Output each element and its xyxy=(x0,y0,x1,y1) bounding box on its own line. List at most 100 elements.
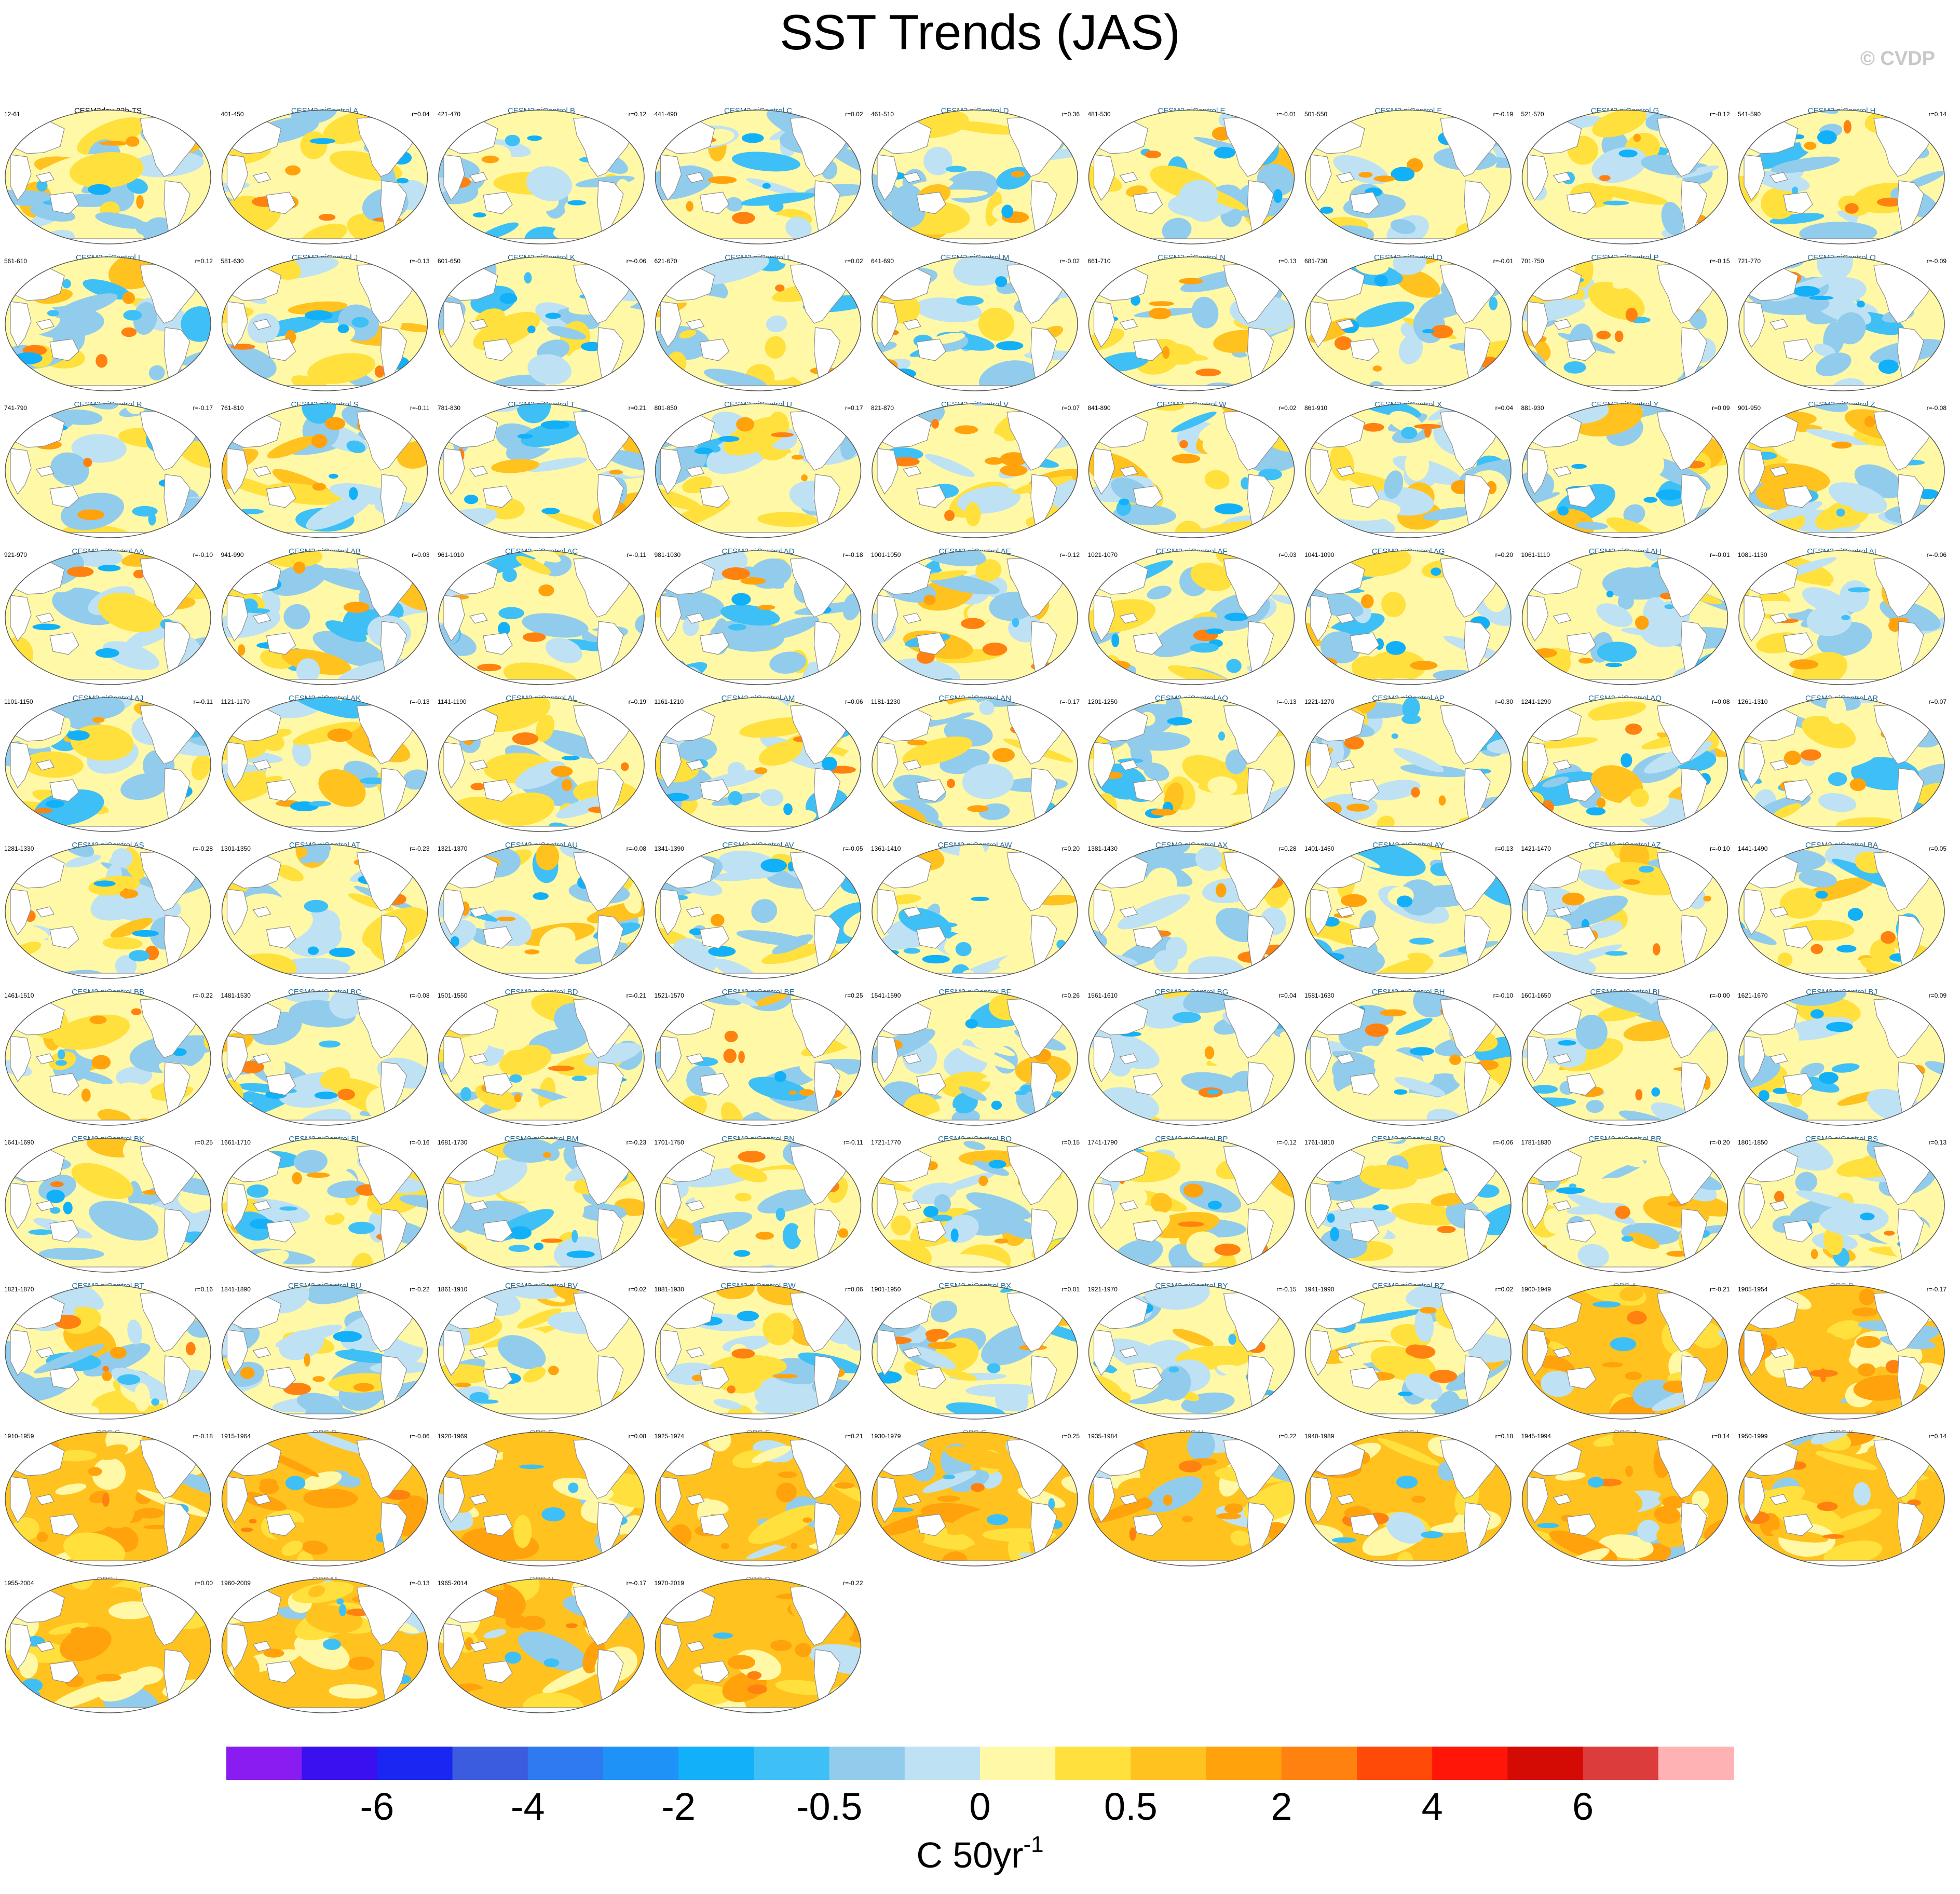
panel-years: 1920-1969 xyxy=(438,1433,468,1440)
panel-years: 501-550 xyxy=(1304,111,1327,118)
panel-years: 1141-1190 xyxy=(438,698,467,705)
panel-years: 761-810 xyxy=(221,404,244,412)
panel-pattern-correlation: r=-0.15 xyxy=(1710,257,1730,265)
panel-pattern-correlation: r=0.18 xyxy=(1495,1433,1514,1440)
panel-pattern-correlation: r=-0.19 xyxy=(1493,111,1514,118)
colorbar-swatch xyxy=(678,1747,754,1780)
colorbar-swatch xyxy=(1281,1747,1357,1780)
colorbar-swatch xyxy=(1357,1747,1433,1780)
panel-pattern-correlation: r=-0.21 xyxy=(1710,1286,1730,1293)
panel-years: 1721-1770 xyxy=(871,1139,901,1146)
panel-years: 12-61 xyxy=(4,111,20,118)
colorbar-swatch xyxy=(302,1747,377,1780)
panel-years: 1901-1950 xyxy=(871,1286,901,1293)
colorbar-swatch xyxy=(904,1747,981,1780)
colorbar-swatch xyxy=(226,1747,302,1780)
panel-pattern-correlation: r=0.25 xyxy=(195,1139,213,1146)
panel-pattern-correlation: r=0.08 xyxy=(1712,698,1730,705)
panel-pattern-correlation: r=0.01 xyxy=(1062,1286,1080,1293)
panel-pattern-correlation: r=-0.15 xyxy=(1276,1286,1297,1293)
panel-years: 1001-1050 xyxy=(871,551,901,558)
panel-years: 701-750 xyxy=(1521,257,1544,265)
panel-pattern-correlation: r=-0.13 xyxy=(410,1579,430,1587)
panel-pattern-correlation: r=-0.00 xyxy=(1710,992,1730,999)
panel-years: 661-710 xyxy=(1088,257,1111,265)
panel-pattern-correlation: r=0.20 xyxy=(1495,551,1514,558)
panel-years: 1181-1230 xyxy=(871,698,901,705)
panel-years: 1945-1994 xyxy=(1521,1433,1551,1440)
panel-years: 1501-1550 xyxy=(438,992,468,999)
panel-years: 1915-1964 xyxy=(221,1433,251,1440)
panel-pattern-correlation: r=0.25 xyxy=(1062,1433,1080,1440)
panel-pattern-correlation: r=-0.08 xyxy=(410,992,430,999)
panel-years: 1101-1150 xyxy=(4,698,33,705)
panel-years: 1321-1370 xyxy=(438,845,468,852)
colorbar-swatch xyxy=(1206,1747,1282,1780)
panel-years: 1081-1130 xyxy=(1738,551,1767,558)
panel-pattern-correlation: r=-0.23 xyxy=(627,1139,647,1146)
panel-pattern-correlation: r=0.14 xyxy=(1929,111,1947,118)
panel-years: 1681-1730 xyxy=(438,1139,468,1146)
panel-years: 1821-1870 xyxy=(4,1286,34,1293)
colorbar-swatch xyxy=(829,1747,905,1780)
colorbar-tick-label: 4 xyxy=(1422,1785,1443,1828)
panel-pattern-correlation: r=0.28 xyxy=(1278,845,1297,852)
colorbar-tick-label: -6 xyxy=(360,1785,394,1828)
colorbar-swatch xyxy=(377,1747,453,1780)
panel-pattern-correlation: r=-0.12 xyxy=(1710,111,1730,118)
panel-pattern-correlation: r=0.21 xyxy=(845,1433,863,1440)
panel-years: 1601-1650 xyxy=(1521,992,1551,999)
panel-pattern-correlation: r=-0.16 xyxy=(410,1139,430,1146)
panel-pattern-correlation: r=-0.06 xyxy=(627,257,647,265)
panel-years: 1921-1970 xyxy=(1088,1286,1118,1293)
panel-pattern-correlation: r=-0.01 xyxy=(1276,111,1297,118)
panel-pattern-correlation: r=0.06 xyxy=(845,698,863,705)
panel-years: 1161-1210 xyxy=(655,698,684,705)
panel-pattern-correlation: r=0.09 xyxy=(1929,992,1947,999)
panel-years: 681-730 xyxy=(1304,257,1327,265)
panel-pattern-correlation: r=-0.28 xyxy=(193,845,213,852)
panel-pattern-correlation: r=-0.11 xyxy=(194,698,213,705)
colorbar-swatch xyxy=(527,1747,604,1780)
panel-pattern-correlation: r=-0.01 xyxy=(1493,257,1514,265)
panel-pattern-correlation: r=-0.11 xyxy=(843,1139,863,1146)
panel-pattern-correlation: r=0.00 xyxy=(195,1579,213,1587)
panel-years: 861-910 xyxy=(1304,404,1327,412)
panel-years: 1241-1290 xyxy=(1521,698,1551,705)
panel-pattern-correlation: r=-0.12 xyxy=(1060,551,1080,558)
panel-pattern-correlation: r=0.08 xyxy=(629,1433,647,1440)
panel-years: 1701-1750 xyxy=(655,1139,685,1146)
panel-years: 401-450 xyxy=(221,111,244,118)
panel-years: 1621-1670 xyxy=(1738,992,1768,999)
panel-pattern-correlation: r=0.13 xyxy=(1495,845,1514,852)
panel-years: 841-890 xyxy=(1088,404,1111,412)
colorbar-tick-label: 0 xyxy=(969,1785,990,1828)
panel-years: 1261-1310 xyxy=(1738,698,1768,705)
panel-pattern-correlation: r=-0.20 xyxy=(1710,1139,1730,1146)
